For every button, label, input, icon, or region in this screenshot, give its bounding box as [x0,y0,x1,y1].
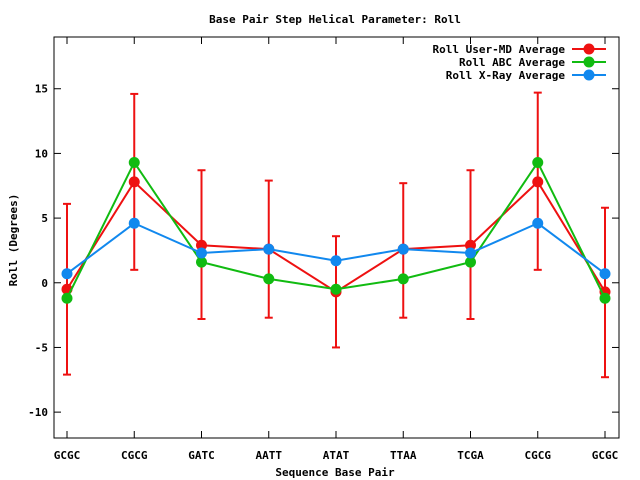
legend-marker [583,69,595,81]
x-tick-label: TTAA [390,449,417,462]
data-point-roll-abc-average [128,156,140,168]
legend-label: Roll X-Ray Average [446,69,566,82]
x-tick-label: ATAT [323,449,350,462]
data-point-roll-x-ray-average [330,255,342,267]
y-tick-label: 5 [41,212,48,225]
data-point-roll-user-md-average [532,176,544,188]
data-point-roll-abc-average [330,283,342,295]
axes-layer: -10 -5 0 5 10 15 GCGC CGCG GATC AATT ATAT TTAA TCGA C… [28,37,619,462]
x-tick-label: GCGC [592,449,619,462]
data-point-roll-user-md-average [465,239,476,251]
y-tick-label: -10 [28,406,48,419]
data-point-roll-x-ray-average [263,243,275,255]
data-point-roll-x-ray-average [128,217,140,229]
y-tick-label: 10 [35,147,48,160]
data-point-roll-abc-average [465,256,476,268]
data-point-roll-abc-average [599,292,611,304]
legend-marker [583,43,595,55]
x-axis-label: Sequence Base Pair [275,466,395,479]
data-point-roll-x-ray-average [465,247,476,259]
data-point-roll-x-ray-average [196,247,207,259]
data-point-roll-user-md-average [196,239,207,251]
y-tick-label: 15 [35,83,48,96]
data-point-roll-x-ray-average [397,243,409,255]
legend-label: Roll User-MD Average [433,43,566,56]
y-tick-label: -5 [35,341,48,354]
data-point-roll-x-ray-average [599,268,611,280]
data-point-roll-abc-average [263,273,275,285]
data-point-roll-user-md-average [128,176,140,188]
y-axis-label: Roll (Degrees) [7,194,20,287]
x-tick-label: CGCG [121,449,148,462]
y-tick-label: 0 [41,277,48,290]
legend-marker [583,56,595,68]
x-tick-label: CGCG [525,449,552,462]
x-tick-label: GATC [188,449,215,462]
data-point-roll-abc-average [397,273,409,285]
data-point-roll-x-ray-average [532,217,544,229]
data-point-roll-abc-average [196,256,207,268]
legend-label: Roll ABC Average [459,56,565,69]
series-layer [61,156,611,304]
x-tick-label: TCGA [457,449,484,462]
data-point-roll-abc-average [61,292,73,304]
data-point-roll-abc-average [532,156,544,168]
x-tick-label: GCGC [54,449,81,462]
error-bars-layer [63,91,609,379]
chart-title: Base Pair Step Helical Parameter: Roll [209,13,461,26]
x-tick-label: AATT [256,449,283,462]
data-point-roll-x-ray-average [61,268,73,280]
